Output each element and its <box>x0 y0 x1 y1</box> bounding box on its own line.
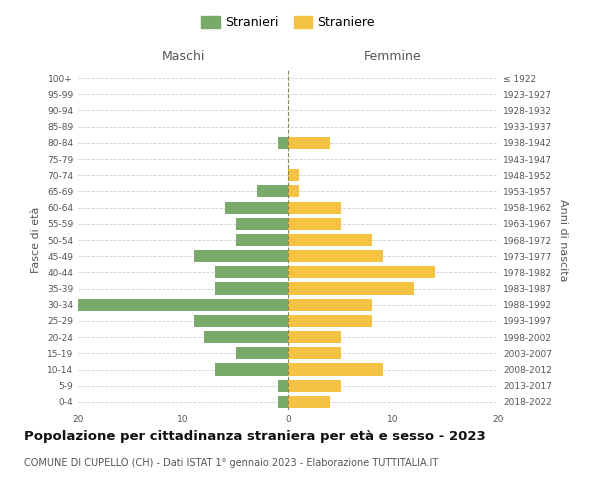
Bar <box>288 364 383 376</box>
Bar <box>235 218 288 230</box>
Bar <box>288 348 341 360</box>
Bar <box>288 169 299 181</box>
Bar <box>277 380 288 392</box>
Bar <box>288 218 341 230</box>
Bar <box>193 250 288 262</box>
Y-axis label: Anni di nascita: Anni di nascita <box>557 198 568 281</box>
Bar <box>257 186 288 198</box>
Bar <box>288 186 299 198</box>
Text: Femmine: Femmine <box>364 50 422 62</box>
Bar <box>288 137 330 149</box>
Bar <box>288 266 435 278</box>
Bar <box>225 202 288 213</box>
Legend: Stranieri, Straniere: Stranieri, Straniere <box>196 11 380 34</box>
Bar <box>277 137 288 149</box>
Bar <box>288 298 372 311</box>
Bar <box>277 396 288 408</box>
Bar <box>288 234 372 246</box>
Bar <box>215 266 288 278</box>
Text: Maschi: Maschi <box>161 50 205 62</box>
Bar <box>193 315 288 327</box>
Bar <box>215 282 288 294</box>
Bar <box>67 298 288 311</box>
Y-axis label: Fasce di età: Fasce di età <box>31 207 41 273</box>
Bar <box>215 364 288 376</box>
Bar <box>288 331 341 343</box>
Bar <box>288 315 372 327</box>
Bar <box>235 234 288 246</box>
Bar <box>288 250 383 262</box>
Bar <box>235 348 288 360</box>
Text: Popolazione per cittadinanza straniera per età e sesso - 2023: Popolazione per cittadinanza straniera p… <box>24 430 486 443</box>
Text: COMUNE DI CUPELLO (CH) - Dati ISTAT 1° gennaio 2023 - Elaborazione TUTTITALIA.IT: COMUNE DI CUPELLO (CH) - Dati ISTAT 1° g… <box>24 458 438 468</box>
Bar <box>288 282 414 294</box>
Bar <box>288 380 341 392</box>
Bar <box>288 396 330 408</box>
Bar <box>204 331 288 343</box>
Bar <box>288 202 341 213</box>
